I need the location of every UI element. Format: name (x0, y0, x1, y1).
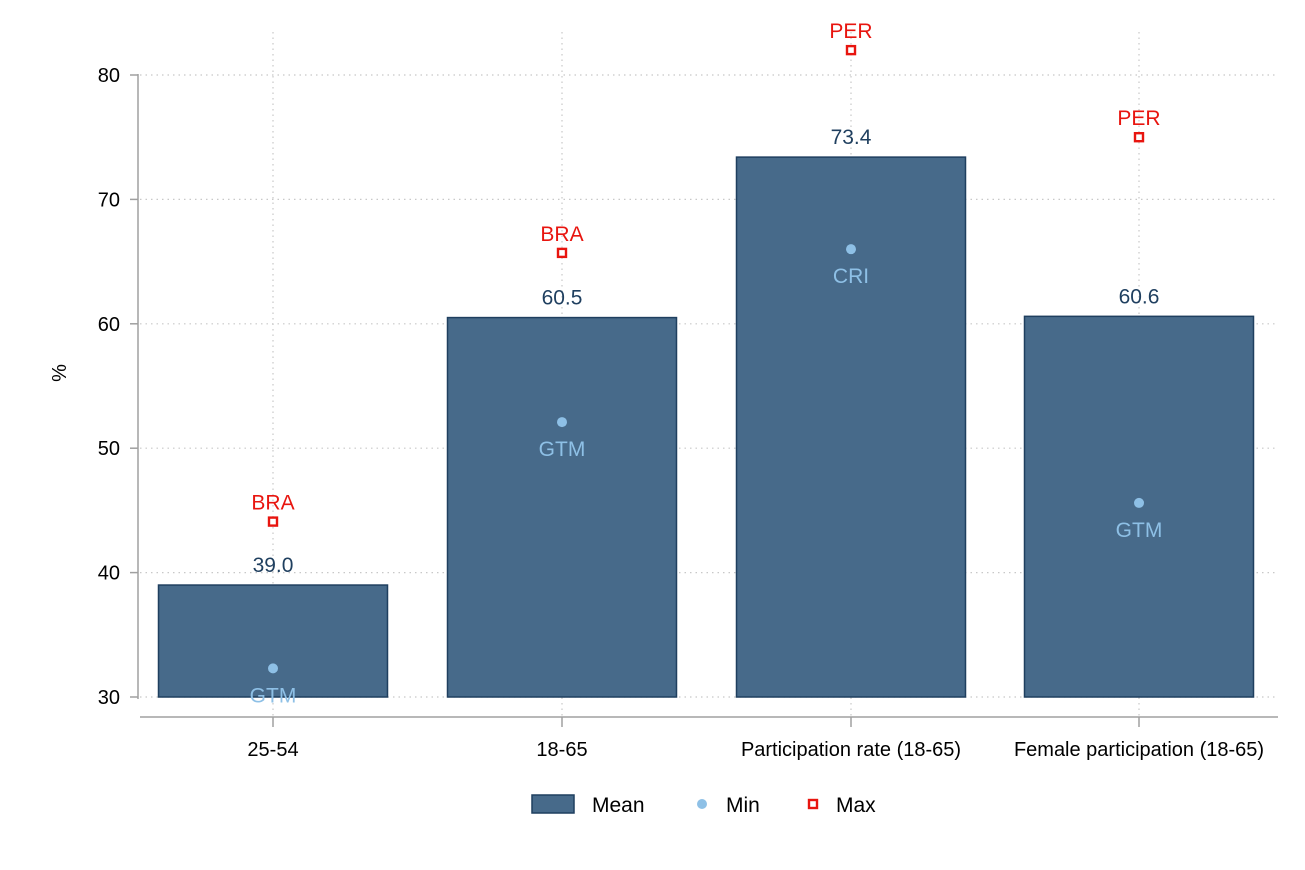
min-point-label: GTM (539, 438, 586, 461)
y-tick-label: 50 (98, 438, 120, 460)
max-point (267, 516, 279, 527)
x-tick-label: 18-65 (536, 739, 587, 761)
legend-label-max: Max (836, 794, 876, 817)
y-tick-label: 40 (98, 563, 120, 585)
bar-mean (446, 316, 678, 698)
legend: Mean Min Max (531, 794, 876, 817)
bar-mean (157, 584, 389, 698)
max-point (845, 44, 857, 56)
y-axis-title: % (49, 364, 71, 382)
max-point-label: BRA (540, 223, 583, 246)
x-tick-label: Participation rate (18-65) (741, 739, 961, 761)
bar-value-label: 39.0 (253, 554, 294, 577)
bars: 39.0 60.5 73.4 60.6 (157, 126, 1255, 698)
min-point (557, 417, 567, 428)
max-point (1133, 131, 1145, 143)
y-tick-label: 30 (98, 687, 120, 709)
min-point (1134, 497, 1144, 508)
min-point (268, 663, 278, 674)
bar-value-label: 73.4 (831, 126, 872, 149)
x-tick-label: Female participation (18-65) (1014, 739, 1264, 761)
min-point (846, 244, 856, 255)
axes: % 30 40 50 60 70 80 25-54 18-65 Participation ra… (49, 65, 1278, 761)
bar-value-label: 60.5 (542, 287, 583, 310)
bar-value-label: 60.6 (1119, 285, 1160, 308)
bar-mean (735, 156, 967, 698)
y-tick-label: 70 (98, 189, 120, 211)
max-point (556, 247, 568, 259)
max-point-label: PER (829, 20, 872, 43)
y-tick-label: 80 (98, 65, 120, 87)
x-tick-label: 25-54 (247, 739, 298, 761)
legend-swatch-mean (531, 794, 575, 814)
y-tick-label: 60 (98, 314, 120, 336)
legend-swatch-min (697, 799, 707, 809)
max-point-label: BRA (251, 492, 294, 515)
max-point-label: PER (1117, 107, 1160, 130)
min-point-label: GTM (1116, 519, 1163, 542)
legend-label-mean: Mean (592, 794, 645, 817)
min-point-label: CRI (833, 265, 869, 288)
legend-swatch-max (807, 798, 819, 810)
points: GTM GTM CRI GTM BRA BRA PER PER (250, 20, 1163, 707)
legend-label-min: Min (726, 794, 760, 817)
min-point-label: GTM (250, 684, 297, 707)
